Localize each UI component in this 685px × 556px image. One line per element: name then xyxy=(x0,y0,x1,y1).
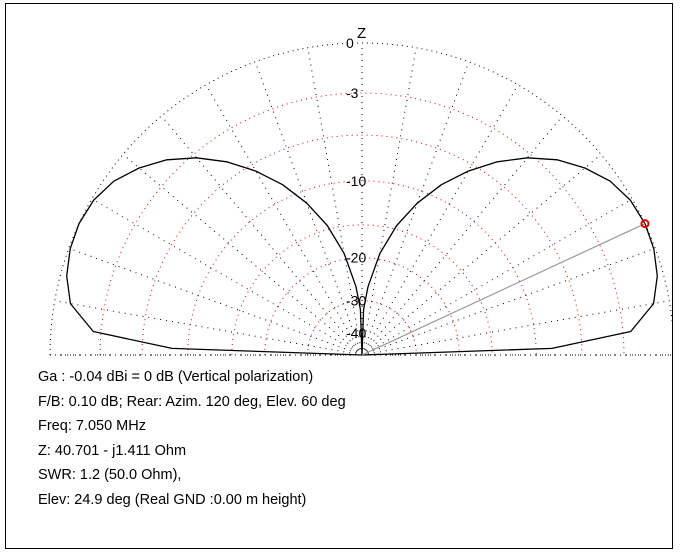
gain-line: Ga : -0.04 dBi = 0 dB (Vertical polariza… xyxy=(38,369,314,385)
marker-point xyxy=(640,219,650,229)
grid-spoke-70 xyxy=(361,61,470,356)
marker-line xyxy=(361,223,646,356)
grid-spoke-10 xyxy=(361,300,670,356)
grid-spoke-150 xyxy=(91,198,363,356)
grid-spoke-110 xyxy=(254,61,363,356)
frequency-line: Freq: 7.050 MHz xyxy=(38,418,146,434)
z-axis-label: Z xyxy=(357,25,366,42)
info-panel: Ga : -0.04 dBi = 0 dB (Vertical polariza… xyxy=(38,365,346,512)
pattern-lobe-right xyxy=(361,157,658,356)
grid-spoke-160 xyxy=(68,247,363,356)
ring-label-4: -30 xyxy=(346,293,366,309)
grid-spoke-130 xyxy=(161,115,363,356)
grid-spoke-100 xyxy=(307,47,363,356)
grid-spoke-20 xyxy=(361,247,656,356)
grid-spoke-140 xyxy=(122,154,363,356)
grid-spoke-50 xyxy=(361,115,563,356)
pattern-window: 0-3-10-20-30-40 Z X Ga : -0.04 dBi = 0 d… xyxy=(5,3,673,549)
polar-plot: 0-3-10-20-30-40 Z X xyxy=(49,25,672,356)
ring-labels: 0 -3 -10 -20 -30 -40 xyxy=(346,35,366,341)
ring-label-0: 0 xyxy=(346,35,354,51)
max-gain-marker xyxy=(361,219,650,356)
elevation-line: Elev: 24.9 deg (Real GND :0.00 m height) xyxy=(38,491,307,508)
grid-ring-5 xyxy=(264,257,460,356)
grid-spoke-40 xyxy=(361,154,602,356)
grid-spoke-30 xyxy=(361,198,633,356)
pattern-lobe-left xyxy=(66,157,363,356)
ring-label-5: -40 xyxy=(346,325,366,341)
ring-label-2: -10 xyxy=(346,173,366,189)
polar-grid xyxy=(49,42,672,356)
ring-label-1: -3 xyxy=(346,85,359,101)
radiation-pattern xyxy=(66,157,658,356)
front-back-line: F/B: 0.10 dB; Rear: Azim. 120 deg, Elev.… xyxy=(38,393,346,410)
grid-spoke-80 xyxy=(361,47,417,356)
grid-spoke-120 xyxy=(205,84,363,356)
swr-line: SWR: 1.2 (50.0 Ohm), xyxy=(38,467,182,483)
impedance-line: Z: 40.701 - j1.411 Ohm xyxy=(38,442,187,459)
grid-ring-2 xyxy=(141,134,583,356)
ring-label-3: -20 xyxy=(346,250,366,266)
grid-spoke-170 xyxy=(54,300,363,356)
grid-spoke-60 xyxy=(361,84,519,356)
